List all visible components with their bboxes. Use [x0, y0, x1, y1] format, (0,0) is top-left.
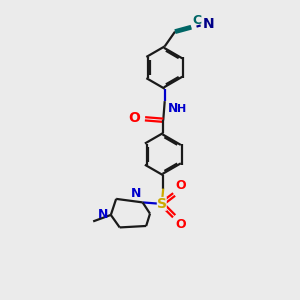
Text: O: O	[176, 218, 186, 231]
Text: N: N	[168, 102, 178, 115]
Text: H: H	[177, 104, 186, 114]
Text: N: N	[202, 17, 214, 31]
Text: O: O	[176, 178, 186, 191]
Text: N: N	[98, 208, 108, 221]
Text: N: N	[131, 187, 141, 200]
Text: O: O	[128, 111, 140, 125]
Text: S: S	[157, 197, 167, 211]
Text: C: C	[192, 14, 202, 27]
